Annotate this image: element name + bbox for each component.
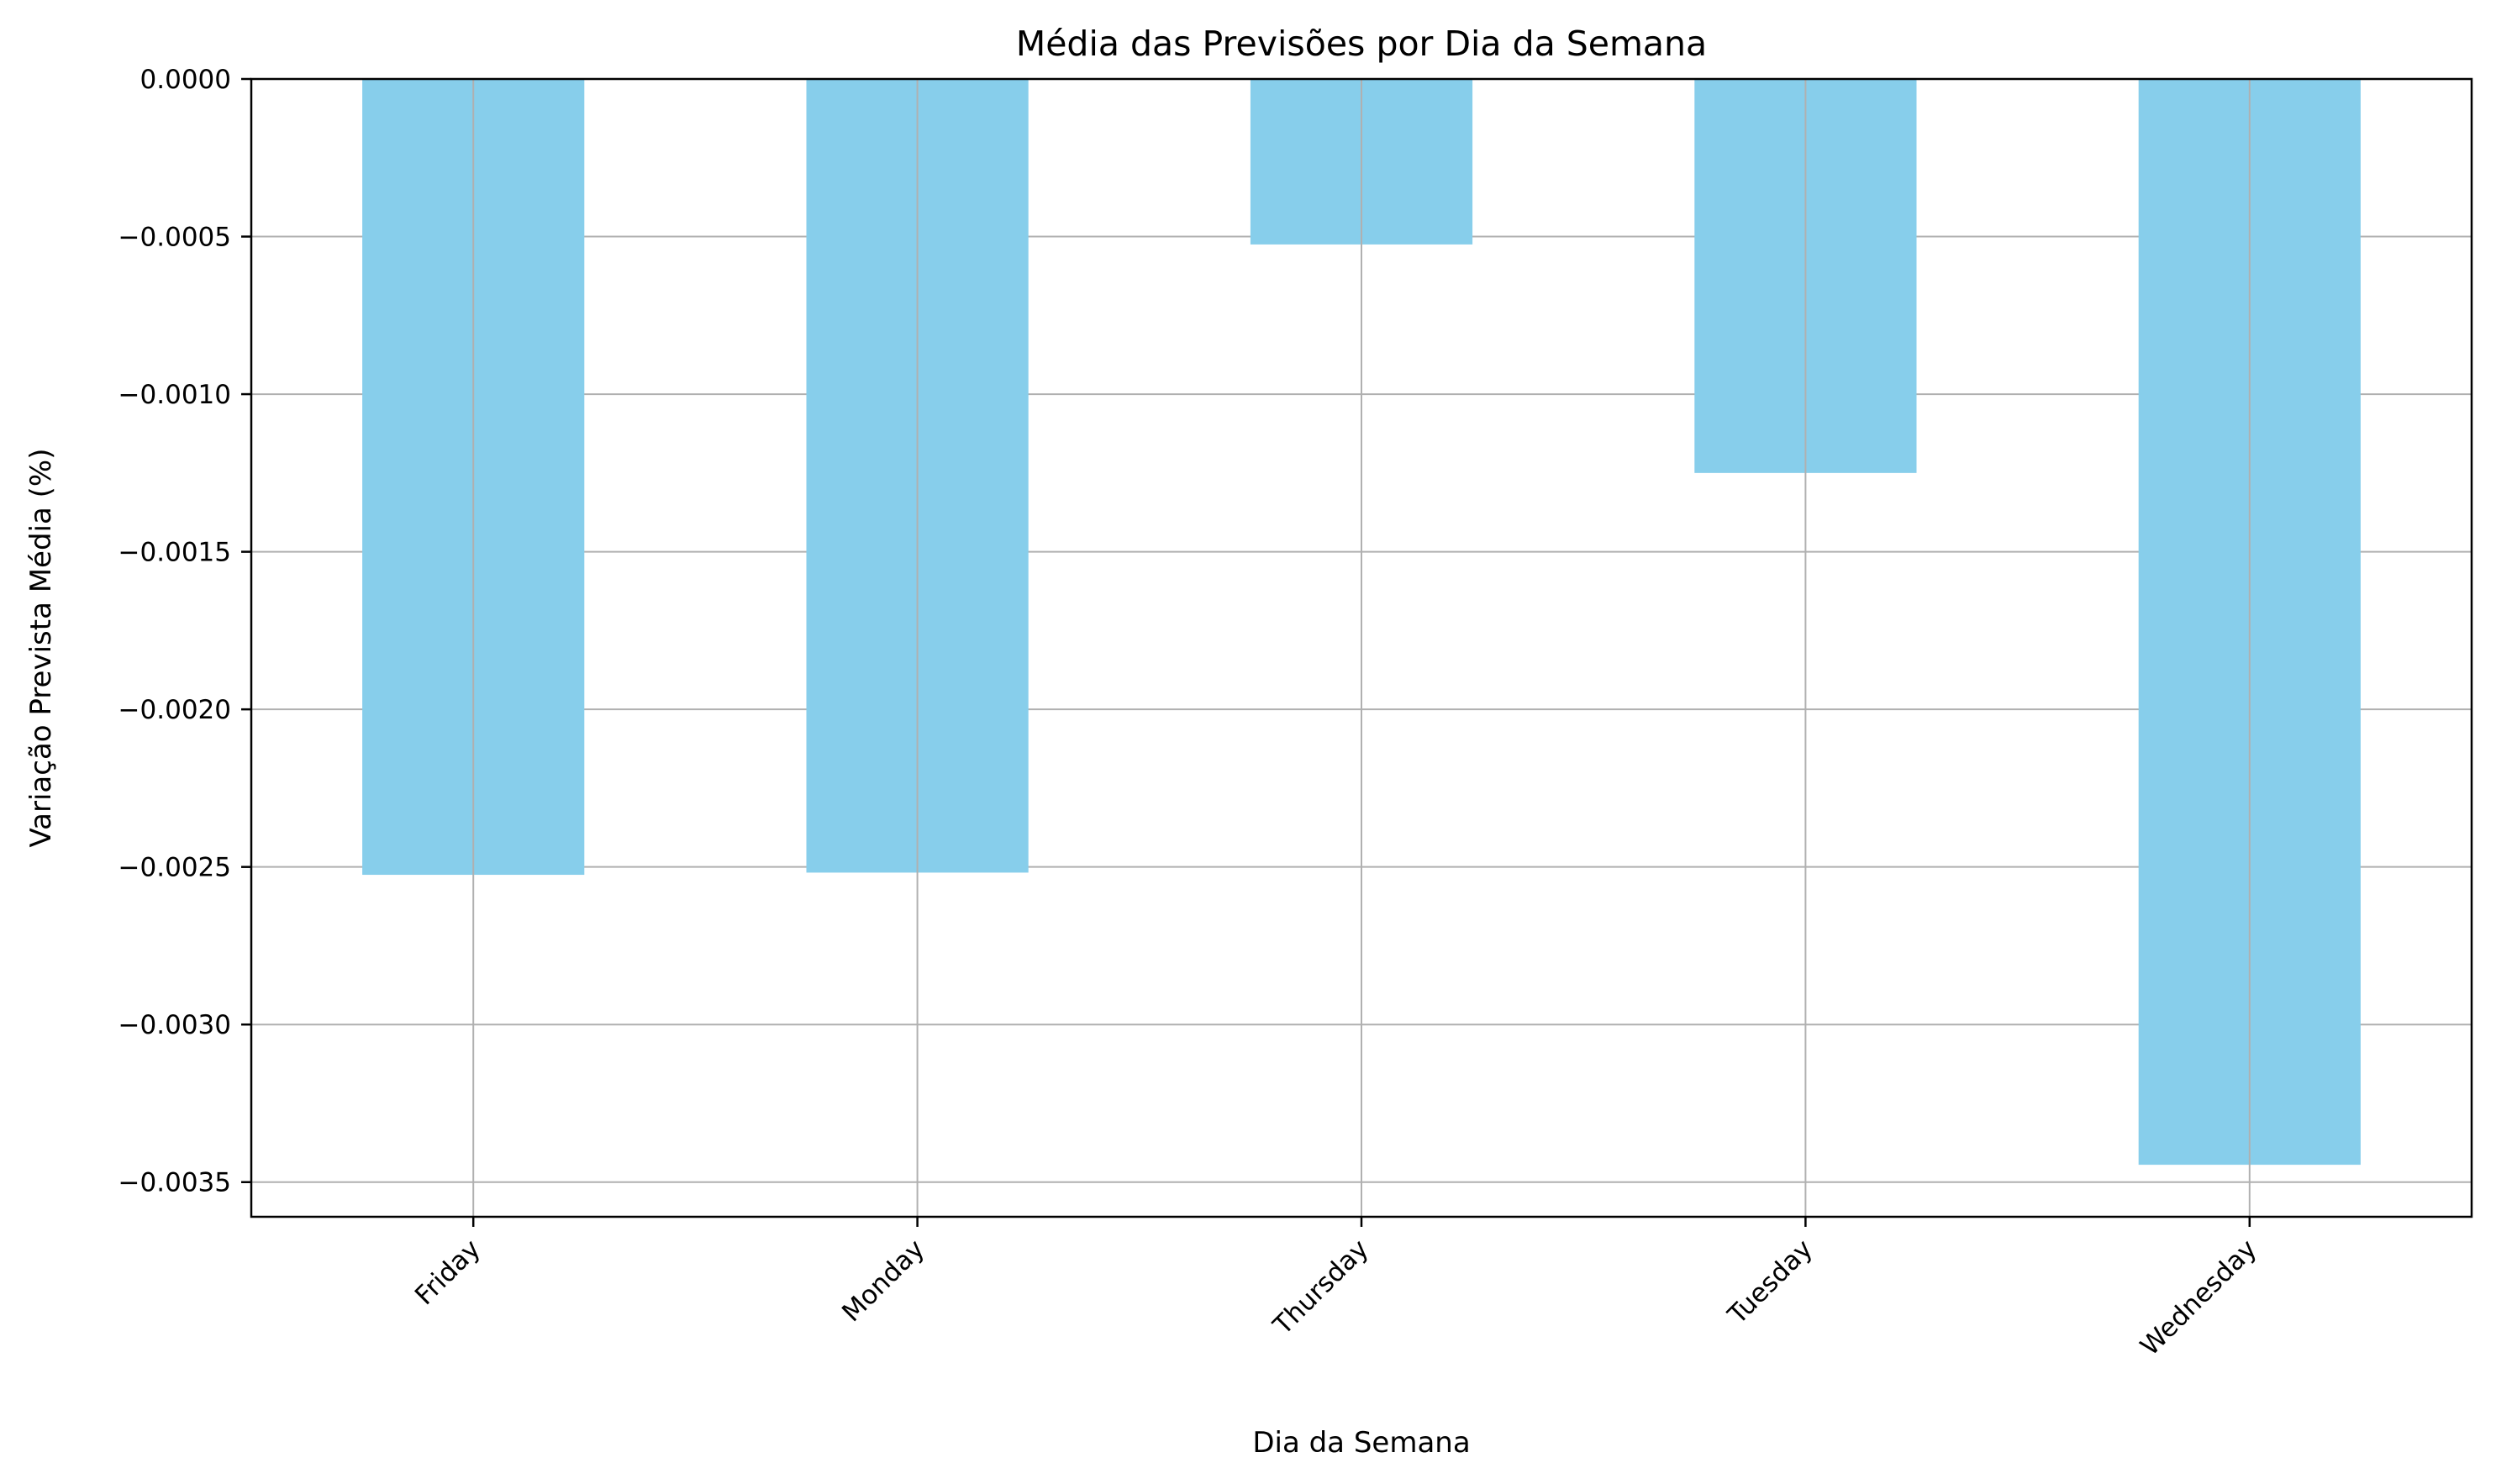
chart-title: Média das Previsões por Dia da Semana xyxy=(1016,24,1707,64)
y-axis-label: Variação Prevista Média (%) xyxy=(24,449,58,848)
y-tick-label: 0.0000 xyxy=(140,65,231,95)
x-tick-label-friday: Friday xyxy=(409,1234,487,1311)
x-tick-label-wednesday: Wednesday xyxy=(2135,1234,2262,1361)
x-tick-label-tuesday: Tuesday xyxy=(1722,1234,1819,1330)
x-tick-label-monday: Monday xyxy=(836,1234,930,1328)
y-tick-label: −0.0025 xyxy=(118,853,231,883)
y-tick-label: −0.0020 xyxy=(118,695,231,725)
y-axis-ticks: 0.0000 −0.0005 −0.0010 −0.0015 −0.0020 −0.002… xyxy=(118,65,251,1198)
x-axis-label: Dia da Semana xyxy=(1252,1426,1470,1460)
y-tick-label: −0.0010 xyxy=(118,380,231,410)
x-tick-label-thursday: Thursday xyxy=(1267,1234,1375,1341)
y-tick-label: −0.0030 xyxy=(118,1010,231,1040)
vertical-grid-lines xyxy=(472,79,2251,1217)
y-tick-label: −0.0035 xyxy=(118,1168,231,1198)
y-tick-label: −0.0015 xyxy=(118,538,231,568)
x-axis-ticks: Friday Monday Thursday Tuesday Wednesday xyxy=(409,1217,2262,1362)
y-tick-label: −0.0005 xyxy=(118,223,231,253)
